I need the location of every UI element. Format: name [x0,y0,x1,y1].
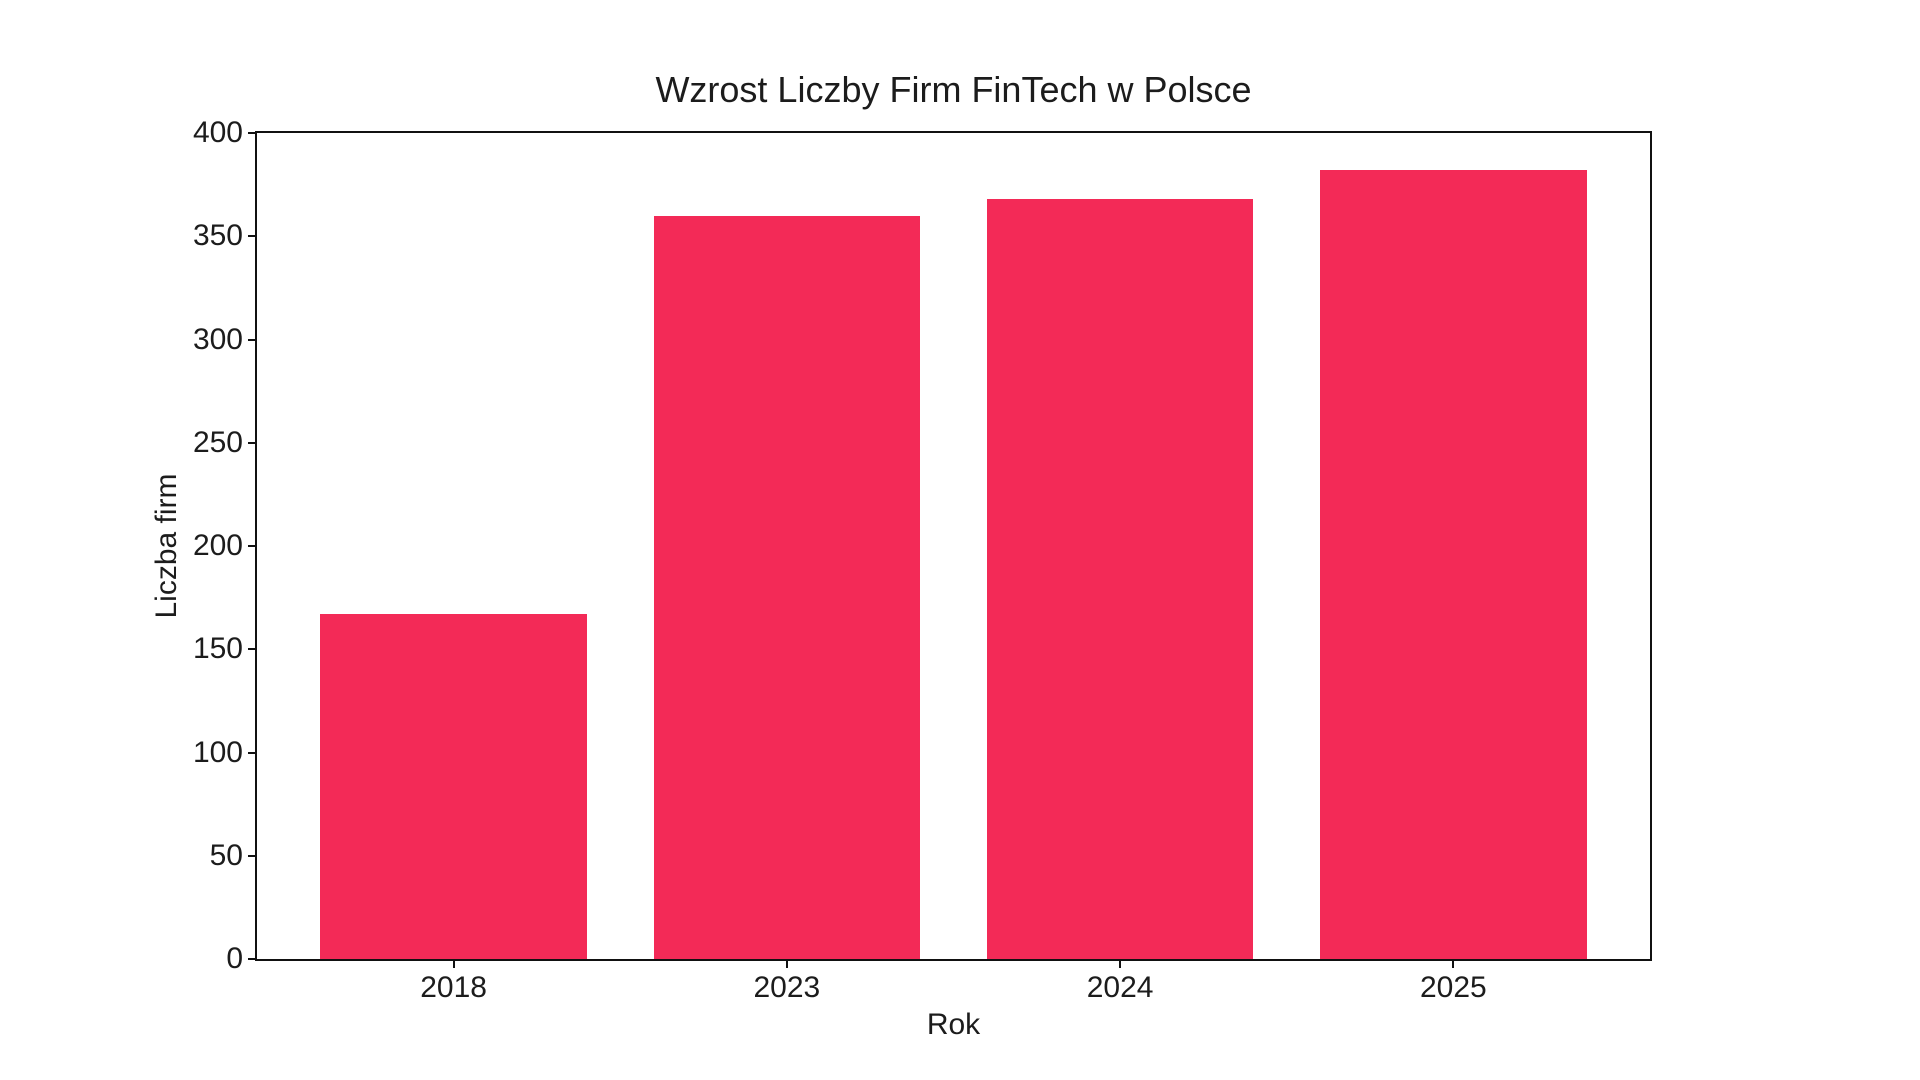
x-tick-label-2024: 2024 [1086,971,1154,1004]
bar-2023 [653,215,921,959]
bar-2018 [320,614,587,959]
y-tick-label: 50 [209,838,243,872]
x-tick-mark [785,959,788,968]
x-tick-mark [1119,959,1122,968]
y-tick-mark [248,235,257,238]
chart-title: Wzrost Liczby Firm FinTech w Polsce [655,69,1252,110]
y-tick-mark [248,132,257,134]
y-tick-mark [248,545,257,547]
y-tick-label: 350 [192,219,243,253]
y-tick-label: 150 [192,632,243,666]
x-tick-label-2018: 2018 [420,971,487,1004]
y-tick-mark [248,338,257,341]
y-tick-mark [248,958,257,960]
x-tick-label-2023: 2023 [753,971,821,1004]
y-tick-label: 0 [226,942,243,975]
y-tick-mark [248,854,257,857]
y-tick-label: 250 [192,425,243,459]
x-tick-mark [452,959,455,968]
y-tick-mark [248,751,257,754]
x-tick-label-2025: 2025 [1420,971,1487,1004]
bar-2024 [986,199,1254,959]
y-tick-label: 300 [192,322,243,356]
y-tick-label: 200 [192,529,243,562]
y-tick-mark [248,648,257,651]
y-axis-label: Liczba firm [150,473,183,619]
y-tick-label: 100 [192,735,243,769]
y-tick-label: 400 [192,116,243,149]
bar-2025 [1320,170,1587,959]
plot-area: 0 50 100 150 200 250 300 350 400 2018 2023 2024 2025 [193,118,1652,1003]
x-tick-mark [1452,959,1455,968]
x-axis-label: Rok [926,1008,981,1041]
y-tick-mark [248,441,257,444]
